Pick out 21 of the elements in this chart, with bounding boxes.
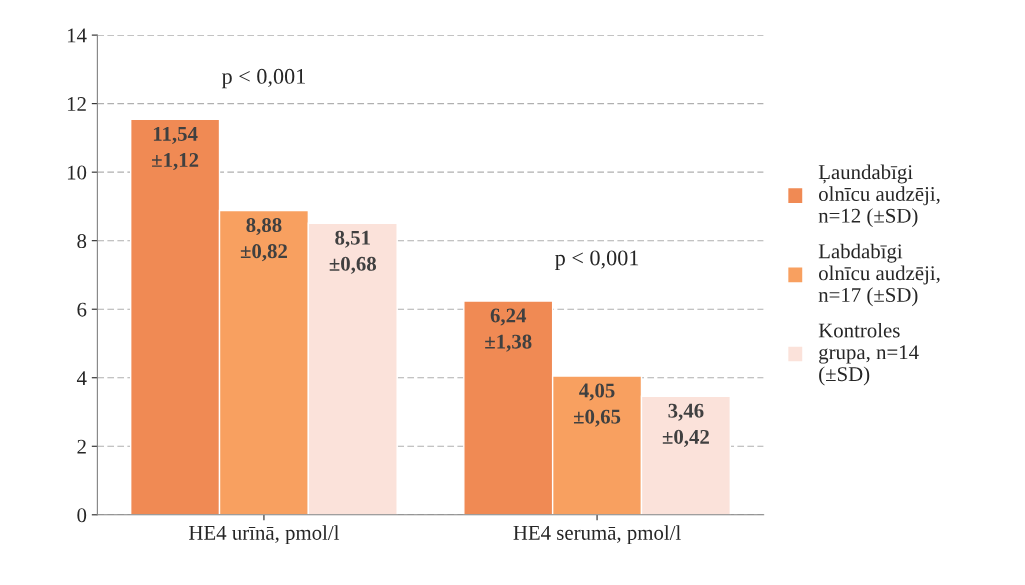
legend-label: Ļaundabīgi olnīcu audzēji, n=12 (±SD) xyxy=(818,164,940,228)
annotation: p < 0,001 xyxy=(221,68,305,89)
y-tick-label: 2 xyxy=(77,439,86,454)
data-label: 8,88 ±0,82 xyxy=(240,217,287,262)
legend-label: Kontroles grupa, n=14 (±SD) xyxy=(818,322,919,386)
data-label: 6,24 ±1,38 xyxy=(485,308,532,352)
data-label: 4,05 ±0,65 xyxy=(573,383,621,427)
y-tick-label: 8 xyxy=(77,234,87,249)
annotation: p < 0,001 xyxy=(555,250,639,270)
y-tick-label: 10 xyxy=(67,165,87,180)
data-label: 11,54 ±1,12 xyxy=(152,126,199,171)
y-tick-label: 6 xyxy=(77,302,87,317)
data-label: 8,51 ±0,68 xyxy=(329,230,377,274)
y-tick-label: 0 xyxy=(77,508,87,523)
data-label: 3,46 ±0,42 xyxy=(662,403,709,447)
x-tick-label: HE4 urīnā, pmol/l xyxy=(189,525,340,545)
y-tick-label: 14 xyxy=(67,28,87,43)
y-tick-label: 12 xyxy=(67,97,86,111)
y-tick-label: 4 xyxy=(76,371,87,385)
legend-label: Labdabīgi olnīcu audzēji, n=17 (±SD) xyxy=(818,243,940,307)
x-tick-label: HE4 serumā, pmol/l xyxy=(513,525,681,545)
